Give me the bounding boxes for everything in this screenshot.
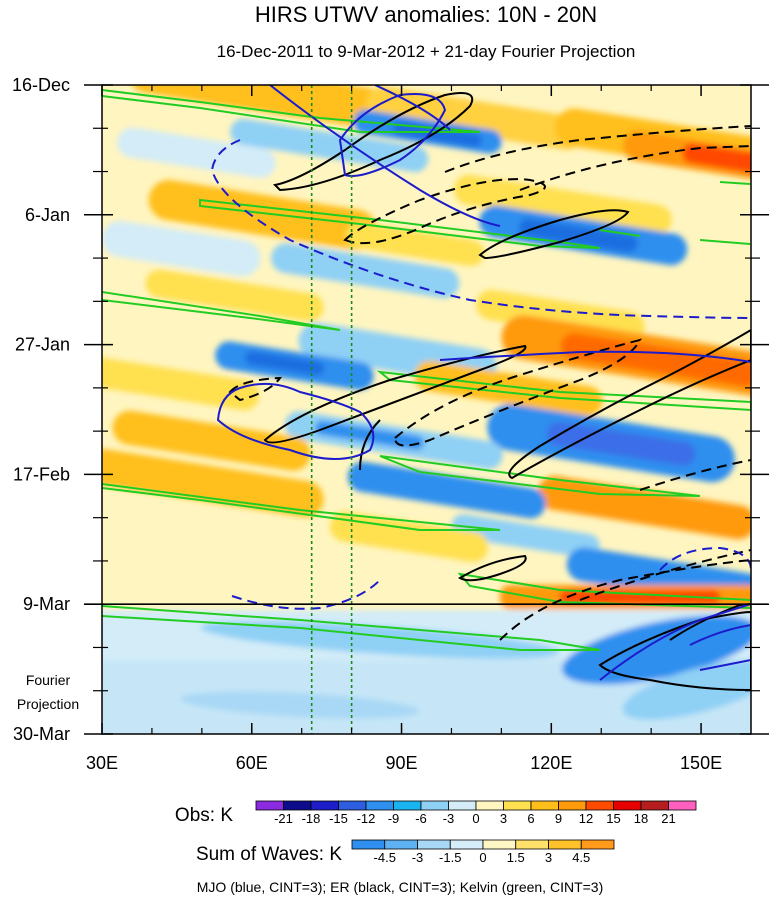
obs-level-label-13: 18: [634, 811, 648, 826]
obs-level-label-14: 21: [661, 811, 675, 826]
x-tick-label-4: 150E: [680, 753, 722, 773]
y-tick-label-4: 9-Mar: [23, 594, 70, 614]
x-tick-label-2: 90E: [386, 753, 418, 773]
contour-legend: MJO (blue, CINT=3); ER (black, CINT=3); …: [197, 879, 604, 895]
obs-level-label-4: -9: [388, 811, 400, 826]
obs-level-label-6: -3: [443, 811, 455, 826]
obs-swatch-5: [393, 800, 422, 811]
obs-colorbar: -21 -18 -15 -12 -9 -6 -3 0 3 6 9 12 15 18 21: [255, 800, 697, 826]
obs-swatch-1: [283, 800, 312, 811]
obs-swatch-8: [475, 800, 504, 811]
waves-level-label-0: -4.5: [374, 850, 396, 865]
waves-swatch-3: [449, 839, 484, 850]
waves-swatch-0: [351, 839, 386, 850]
y-axis: 16-Dec 6-Jan 27-Jan 17-Feb 9-Mar 30-Mar: [12, 75, 769, 744]
waves-swatch-6: [548, 839, 582, 850]
chart-title: HIRS UTWV anomalies: 10N - 20N: [255, 2, 597, 27]
obs-colorbar-label: Obs: K: [175, 805, 233, 826]
er-negative-contours: [228, 125, 751, 641]
waves-swatch-1: [384, 839, 418, 850]
obs-level-label-10: 9: [555, 811, 562, 826]
contours: [102, 85, 751, 692]
mjo-contours: [216, 85, 751, 681]
waves-colorbar-label: Sum of Waves: K: [196, 844, 342, 865]
chart-subtitle: 16-Dec-2011 to 9-Mar-2012 + 21-day Fouri…: [217, 42, 636, 61]
x-tick-label-1: 60E: [236, 753, 268, 773]
obs-level-label-0: -21: [274, 811, 293, 826]
obs-swatch-2: [310, 800, 339, 811]
obs-level-label-7: 0: [472, 811, 479, 826]
obs-swatch-4: [365, 800, 394, 811]
waves-swatch-2: [417, 839, 451, 850]
obs-level-label-8: 3: [500, 811, 507, 826]
er-contours: [263, 92, 751, 692]
obs-level-label-12: 15: [606, 811, 620, 826]
waves-colorbar: -4.5 -3 -1.5 0 1.5 3 4.5: [351, 839, 615, 865]
waves-level-label-4: 1.5: [507, 850, 525, 865]
plot-area: [102, 85, 751, 734]
waves-level-label-2: -1.5: [439, 850, 461, 865]
obs-level-label-5: -6: [415, 811, 427, 826]
projection-label-line2: Projection: [17, 696, 79, 712]
y-tick-label-1: 6-Jan: [25, 205, 70, 225]
obs-swatch-12: [585, 800, 614, 811]
mjo-negative-contours: [210, 139, 751, 610]
waves-swatch-4: [482, 839, 517, 850]
obs-swatch-7: [448, 800, 477, 811]
x-tick-label-3: 120E: [530, 753, 572, 773]
y-tick-label-3: 17-Feb: [13, 464, 70, 484]
obs-swatch-0: [255, 800, 284, 811]
obs-swatch-6: [420, 800, 449, 811]
obs-swatch-3: [338, 800, 367, 811]
obs-level-label-9: 6: [527, 811, 534, 826]
y-tick-label-2: 27-Jan: [15, 335, 70, 355]
obs-level-label-1: -18: [302, 811, 321, 826]
obs-swatch-15: [668, 800, 697, 811]
obs-swatch-9: [503, 800, 532, 811]
waves-level-label-6: 4.5: [572, 850, 590, 865]
plot-frame: [101, 84, 752, 735]
waves-swatch-5: [515, 839, 549, 850]
obs-level-label-11: 12: [579, 811, 593, 826]
obs-swatch-14: [640, 800, 669, 811]
x-tick-label-0: 30E: [86, 753, 118, 773]
obs-level-label-3: -12: [357, 811, 376, 826]
obs-swatch-11: [558, 800, 587, 811]
y-tick-label-0: 16-Dec: [12, 75, 70, 95]
x-axis: 30E 60E 90E 120E 150E: [86, 85, 722, 773]
y-tick-label-5: 30-Mar: [13, 724, 70, 744]
projection-label-line1: Fourier: [26, 672, 71, 688]
waves-level-label-3: 0: [479, 850, 486, 865]
waves-swatch-7: [580, 839, 615, 850]
obs-swatch-13: [613, 800, 642, 811]
obs-level-label-2: -15: [329, 811, 348, 826]
waves-level-label-1: -3: [412, 850, 424, 865]
waves-level-label-5: 3: [545, 850, 552, 865]
obs-swatch-10: [530, 800, 559, 811]
